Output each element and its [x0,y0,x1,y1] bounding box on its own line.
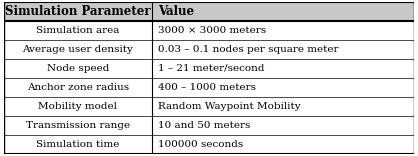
Text: Simulation Parameter: Simulation Parameter [5,5,151,18]
Text: Simulation area: Simulation area [36,26,120,35]
Text: Simulation time: Simulation time [36,140,120,149]
Text: Random Waypoint Mobility: Random Waypoint Mobility [158,102,301,111]
Text: 1 – 21 meter/second: 1 – 21 meter/second [158,64,264,73]
Text: 10 and 50 meters: 10 and 50 meters [158,121,250,130]
Text: Value: Value [158,5,194,18]
Text: 400 – 1000 meters: 400 – 1000 meters [158,83,256,92]
Text: Node speed: Node speed [47,64,109,73]
Text: Transmission range: Transmission range [26,121,130,130]
Text: Average user density: Average user density [23,45,133,54]
Text: Anchor zone radius: Anchor zone radius [27,83,129,92]
Text: 0.03 – 0.1 nodes per square meter: 0.03 – 0.1 nodes per square meter [158,45,338,54]
Text: 3000 × 3000 meters: 3000 × 3000 meters [158,26,266,35]
Text: 100000 seconds: 100000 seconds [158,140,243,149]
Text: Mobility model: Mobility model [38,102,117,111]
Bar [4,2,414,21]
